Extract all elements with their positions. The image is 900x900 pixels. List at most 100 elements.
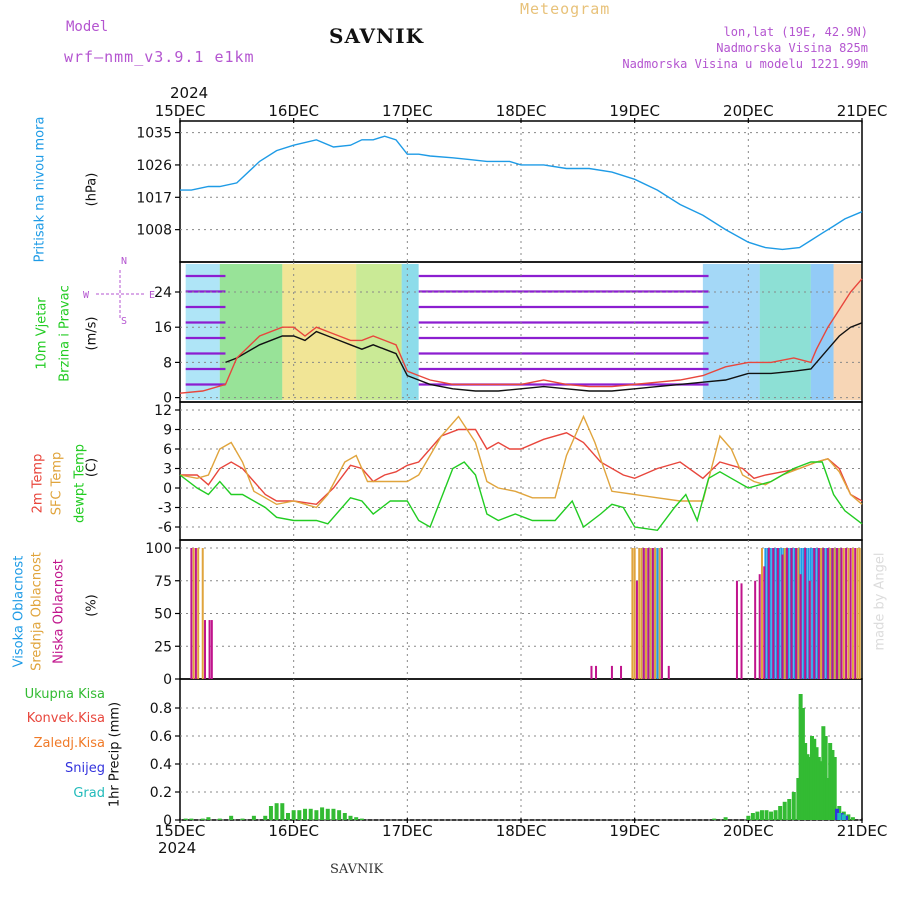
- bar-srednja-oblacnost: [197, 548, 200, 679]
- wind-barb-band: [833, 264, 862, 400]
- x-tick-label-top: 20DEC: [723, 102, 774, 120]
- wind-barb-band: [356, 264, 402, 400]
- bar-niska-oblacnost: [620, 665, 623, 679]
- bar-srednja-oblacnost: [633, 548, 636, 679]
- bar-niska-oblacnost: [204, 620, 207, 679]
- compass-letter: S: [121, 316, 127, 327]
- bar-ukupna-kisa: [814, 747, 819, 820]
- bar-ukupna-kisa: [183, 818, 188, 820]
- bar-ukupna-kisa: [850, 817, 855, 820]
- bar-srednja-oblacnost: [833, 548, 836, 679]
- bar-niska-oblacnost: [642, 548, 645, 679]
- y-tick-label: -6: [158, 520, 172, 536]
- bar-visoka-oblacnost: [809, 548, 812, 679]
- bar-srednja-oblacnost: [851, 548, 854, 679]
- bar-visoka-oblacnost: [771, 548, 774, 679]
- bar-visoka-oblacnost: [798, 548, 801, 679]
- bar-visoka-oblacnost: [789, 548, 792, 679]
- bar-visoka-oblacnost: [656, 548, 659, 679]
- bar-grad: [837, 813, 842, 820]
- bar-ukupna-kisa: [846, 814, 851, 820]
- bar-niska-oblacnost: [735, 580, 738, 679]
- bar-visoka-oblacnost: [764, 548, 767, 679]
- bar-visoka-oblacnost: [775, 548, 778, 679]
- bar-visoka-oblacnost: [832, 548, 835, 679]
- series-line-pritisak-na-nivou-mora: [180, 135, 863, 251]
- bar-niska-oblacnost: [826, 548, 829, 679]
- bar-srednja-oblacnost: [631, 548, 634, 679]
- bar-ukupna-kisa: [773, 810, 778, 820]
- bar-niska-oblacnost: [194, 548, 197, 679]
- bar-srednja-oblacnost: [654, 548, 657, 679]
- wind-barb-band: [219, 264, 283, 400]
- bar-niska-oblacnost: [610, 665, 613, 679]
- bar-ukupna-kisa: [291, 810, 296, 820]
- compass-letter: E: [149, 290, 155, 301]
- bar-ukupna-kisa: [823, 736, 828, 820]
- bar-ukupna-kisa: [308, 808, 313, 820]
- bar-ukupna-kisa: [807, 757, 812, 820]
- bar-niska-oblacnost: [758, 574, 761, 679]
- station-title: SAVNIK: [329, 24, 425, 48]
- bar-niska-oblacnost: [210, 620, 213, 679]
- bar-niska-oblacnost: [840, 548, 843, 679]
- x-tick-label-top: 21DEC: [837, 102, 888, 120]
- bar-ukupna-kisa: [229, 815, 234, 820]
- bar-srednja-oblacnost: [847, 548, 850, 679]
- x-tick-label-bottom: 21DEC: [837, 822, 888, 840]
- year-bottom: 2024: [158, 839, 197, 857]
- bar-visoka-oblacnost: [782, 548, 785, 679]
- y-tick-label: 0.8: [150, 701, 172, 717]
- bar-ukupna-kisa: [755, 811, 760, 820]
- bar-ukupna-kisa: [331, 808, 336, 820]
- bar-srednja-oblacnost: [201, 548, 204, 679]
- bar-visoka-oblacnost: [803, 548, 806, 679]
- bar-ukupna-kisa: [240, 818, 245, 820]
- bar-ukupna-kisa: [251, 815, 256, 820]
- y-tick-label: 24: [154, 285, 172, 301]
- bar-srednja-oblacnost: [783, 548, 786, 679]
- bar-niska-oblacnost: [822, 548, 825, 679]
- bar-visoka-oblacnost: [821, 548, 824, 679]
- bar-ukupna-kisa: [830, 750, 835, 820]
- bar-visoka-oblacnost: [778, 548, 781, 679]
- bar-niska-oblacnost: [651, 548, 654, 679]
- y-tick-label: 25: [154, 639, 172, 655]
- bar-visoka-oblacnost: [796, 548, 799, 679]
- series-line-dewpt-temp: [179, 461, 863, 532]
- bar-niska-oblacnost: [190, 548, 193, 679]
- y-tick-label: 1008: [136, 223, 172, 239]
- compass-letter: N: [121, 256, 127, 267]
- bar-ukupna-kisa: [796, 778, 801, 820]
- x-tick-label-top: 16DEC: [268, 102, 319, 120]
- bar-niska-oblacnost: [208, 620, 211, 679]
- bar-visoka-oblacnost: [791, 548, 794, 679]
- bar-ukupna-kisa: [787, 799, 792, 820]
- y-tick-label: 8: [163, 355, 172, 371]
- bar-visoka-oblacnost: [812, 548, 815, 679]
- x-tick-label-top: 17DEC: [382, 102, 433, 120]
- precip-legend-snow: Snijeg: [65, 761, 105, 776]
- bar-ukupna-kisa: [769, 811, 774, 820]
- bar-grad: [841, 814, 846, 820]
- bar-niska-oblacnost: [754, 580, 757, 679]
- wind-barb-band: [401, 264, 419, 400]
- x-tick-label-top: 19DEC: [609, 102, 660, 120]
- bar-ukupna-kisa: [746, 815, 751, 820]
- bar-visoka-oblacnost: [825, 548, 828, 679]
- bar-ukupna-kisa: [764, 810, 769, 820]
- bar-ukupna-kisa: [325, 808, 330, 820]
- compass-letter: W: [83, 290, 90, 301]
- bar-visoka-oblacnost: [807, 548, 810, 679]
- bar-snijeg: [844, 815, 849, 820]
- bar-ukupna-kisa: [263, 815, 268, 820]
- bar-ukupna-kisa: [809, 736, 814, 820]
- x-tick-label-bottom: 19DEC: [609, 822, 660, 840]
- bar-ukupna-kisa: [337, 810, 342, 820]
- bar-ukupna-kisa: [285, 813, 290, 820]
- bar-visoka-oblacnost: [818, 548, 821, 679]
- y-tick-label: 0.4: [150, 757, 172, 773]
- bar-srednja-oblacnost: [797, 548, 800, 679]
- x-tick-label-top: 15DEC: [155, 102, 206, 120]
